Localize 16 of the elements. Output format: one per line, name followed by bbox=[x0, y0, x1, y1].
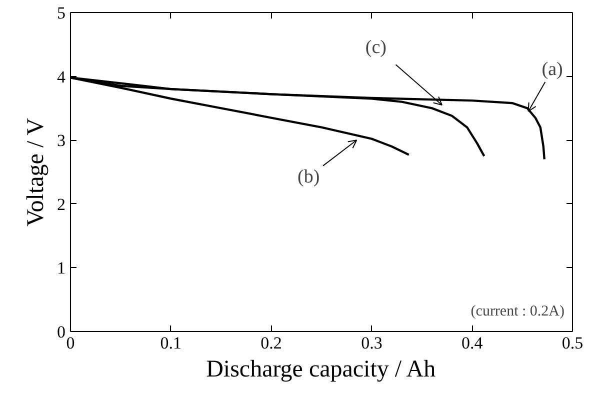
y-axis-title: Voltage / V bbox=[23, 117, 49, 226]
y-tick-label: 4 bbox=[57, 67, 66, 86]
y-tick-label: 1 bbox=[57, 258, 66, 278]
annotation: (a) bbox=[542, 58, 563, 80]
x-axis-title: Discharge capacity / Ah bbox=[206, 356, 436, 382]
annotation: (current : 0.2A) bbox=[470, 304, 565, 320]
x-tick-label: 0.2 bbox=[260, 334, 282, 352]
x-tick-label: 0.1 bbox=[160, 334, 182, 352]
y-tick-label: 2 bbox=[57, 194, 66, 214]
x-tick-label: 0.3 bbox=[361, 334, 382, 352]
y-tick-label: 3 bbox=[57, 131, 66, 150]
annotation: (c) bbox=[365, 36, 386, 58]
x-tick-label: 0.4 bbox=[461, 334, 484, 352]
x-tick-label: 0.5 bbox=[562, 334, 584, 352]
y-tick-label: 5 bbox=[57, 4, 66, 22]
annotation: (b) bbox=[298, 166, 320, 188]
